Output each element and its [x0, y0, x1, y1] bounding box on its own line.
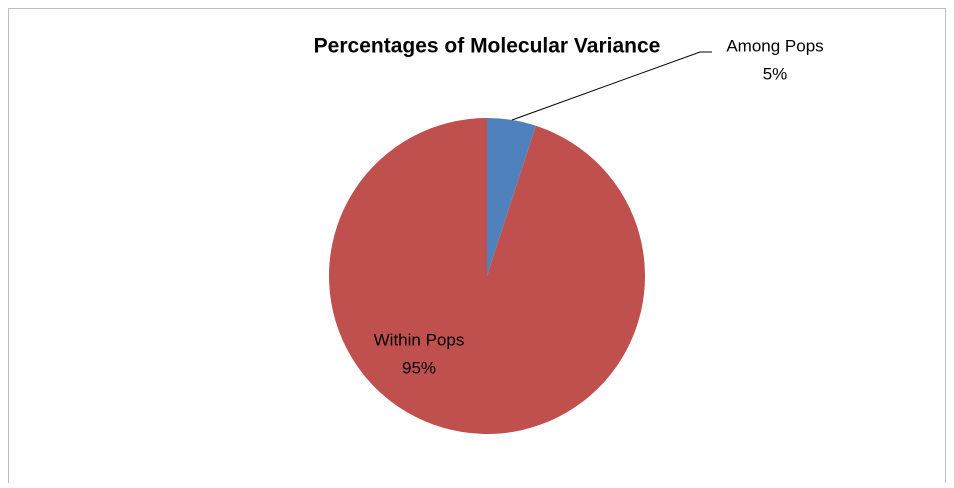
- chart-title: Percentages of Molecular Variance: [314, 35, 661, 58]
- leader-line: [511, 51, 712, 121]
- pie: [329, 118, 646, 434]
- pie-slice: [487, 118, 536, 276]
- slice-label: Among Pops: [726, 36, 823, 55]
- slice-value-label: 95%: [402, 358, 436, 377]
- slice-value-label: 5%: [763, 64, 788, 83]
- slice-label: Within Pops: [374, 330, 465, 349]
- pie-slice: [329, 118, 646, 434]
